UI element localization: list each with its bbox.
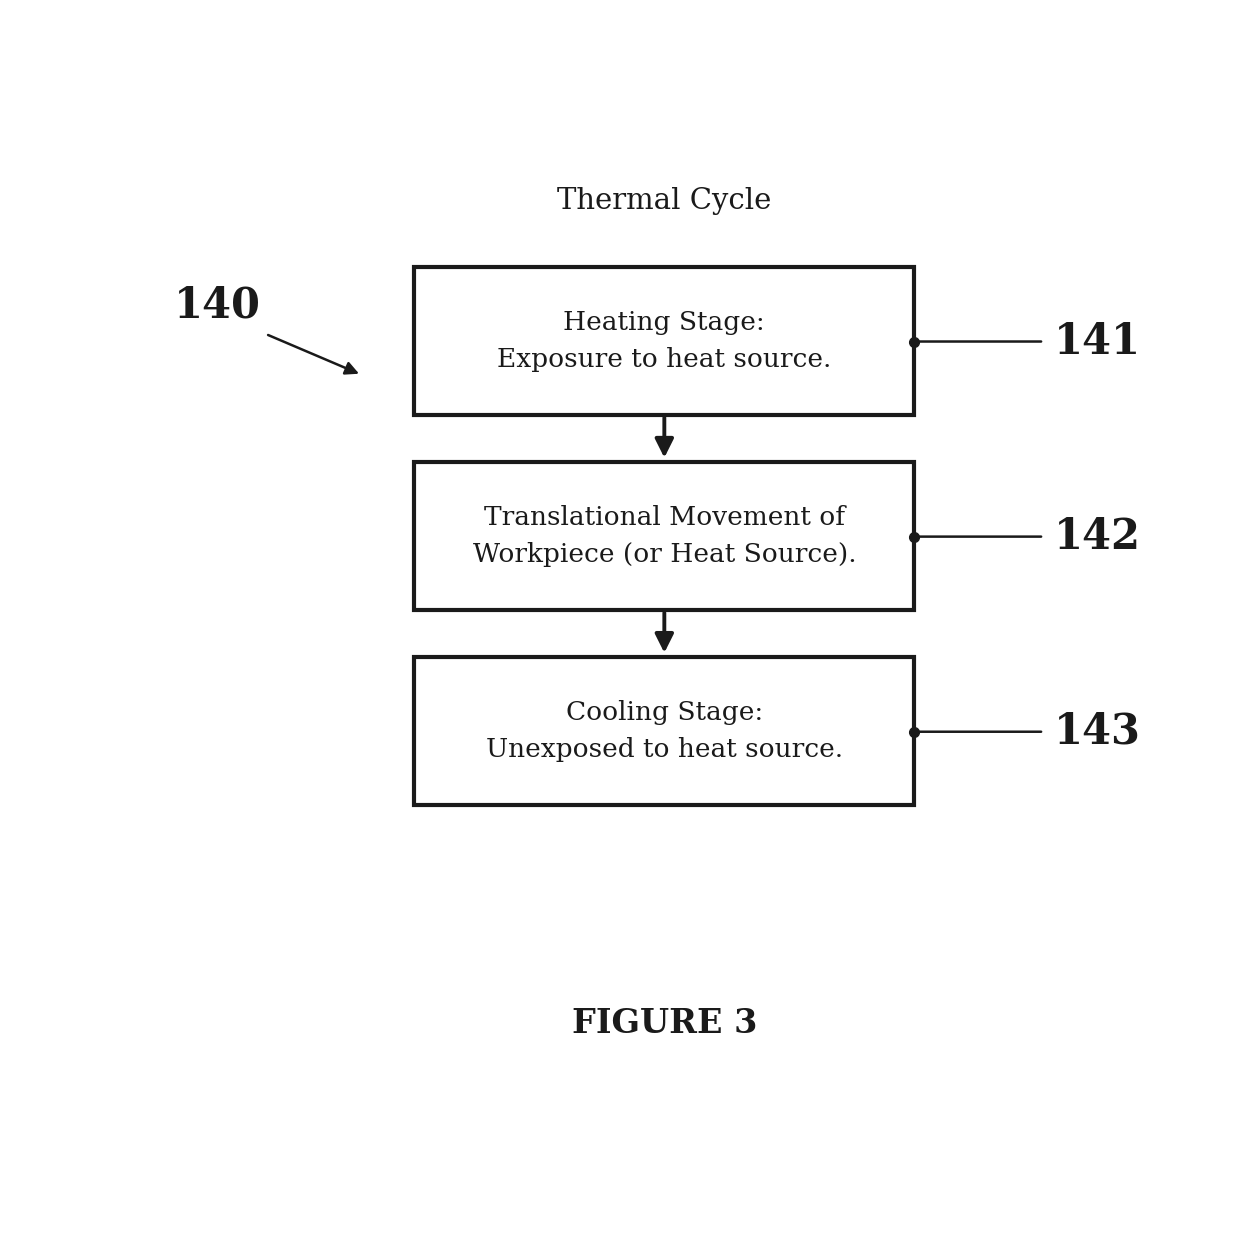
Text: 143: 143 [1054, 711, 1141, 753]
Text: FIGURE 3: FIGURE 3 [572, 1007, 756, 1041]
Text: Heating Stage:
Exposure to heat source.: Heating Stage: Exposure to heat source. [497, 310, 832, 372]
Bar [414, 267, 914, 415]
Bar [414, 658, 914, 805]
Text: Thermal Cycle: Thermal Cycle [557, 187, 771, 215]
Bar [414, 462, 914, 609]
Text: Cooling Stage:
Unexposed to heat source.: Cooling Stage: Unexposed to heat source. [486, 701, 843, 763]
Text: 141: 141 [1054, 320, 1141, 362]
Text: Translational Movement of
Workpiece (or Heat Source).: Translational Movement of Workpiece (or … [472, 506, 856, 567]
Text: 140: 140 [174, 284, 260, 326]
Text: 142: 142 [1054, 515, 1141, 557]
